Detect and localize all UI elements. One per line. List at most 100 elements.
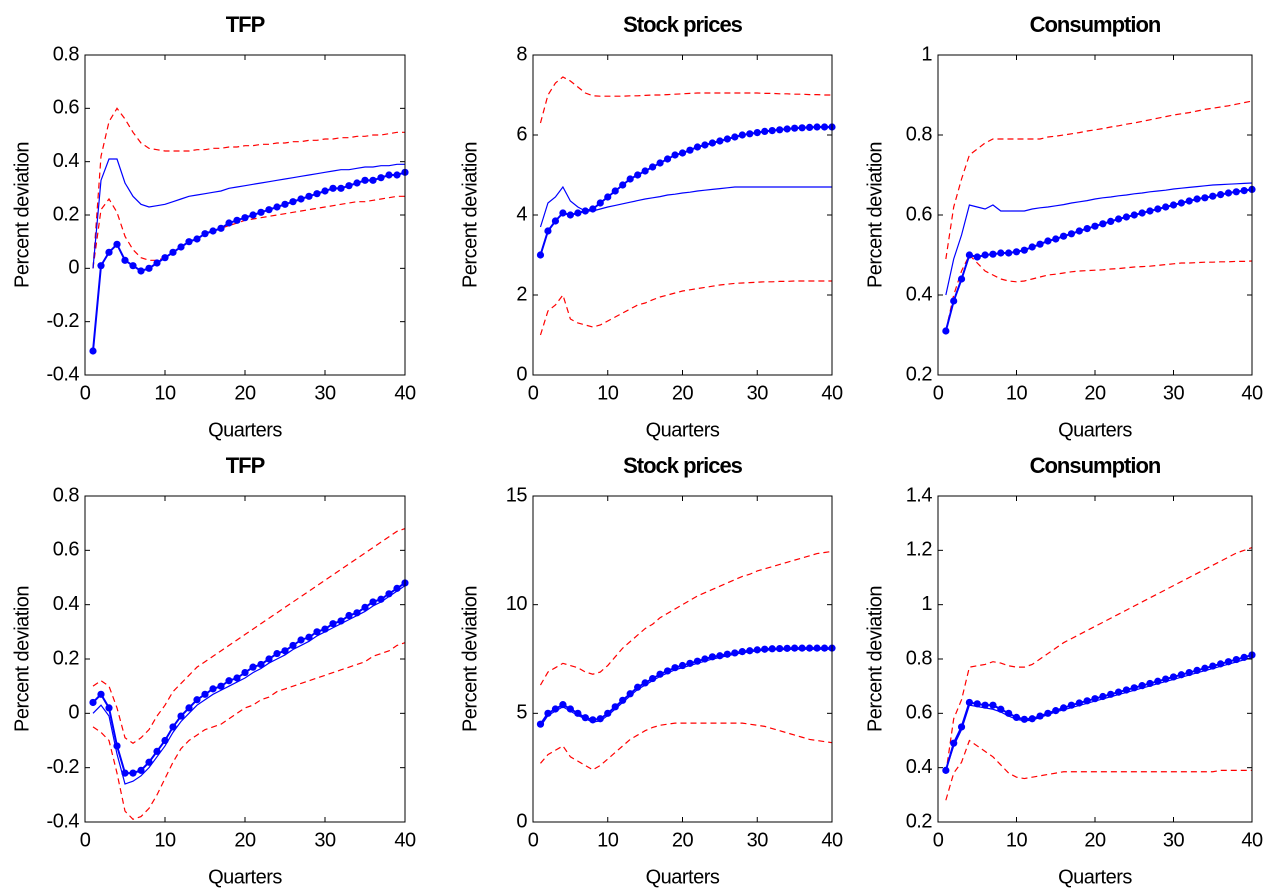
data-point [1232, 188, 1240, 196]
x-tick-label: 20 [1084, 829, 1106, 851]
data-point [265, 655, 273, 663]
chart-title: TFP [226, 12, 265, 37]
data-point [1052, 707, 1060, 715]
x-tick-label: 40 [1241, 382, 1263, 404]
data-point [566, 211, 574, 219]
chart-title: Stock prices [623, 12, 743, 37]
x-tick-label: 40 [394, 829, 416, 851]
data-point [574, 709, 582, 717]
data-point [321, 187, 329, 195]
y-tick-label: 0.6 [53, 539, 80, 561]
data-point [581, 714, 589, 722]
data-point [957, 275, 966, 283]
data-point [551, 705, 560, 713]
data-point [805, 644, 814, 652]
response-line [945, 656, 1253, 771]
data-point [1217, 660, 1225, 668]
data-point [273, 649, 281, 658]
data-point [611, 187, 619, 195]
x-tick-label: 0 [80, 829, 91, 851]
response-line [92, 582, 406, 775]
data-point [791, 124, 799, 132]
data-point [1240, 653, 1248, 661]
data-point [768, 645, 776, 653]
response-line [944, 188, 1253, 332]
data-point [746, 647, 754, 655]
data-point [813, 123, 821, 131]
data-point [619, 696, 627, 704]
data-point [185, 238, 193, 246]
data-point [241, 668, 249, 677]
x-tick-label: 10 [597, 829, 619, 851]
data-point [566, 705, 574, 713]
data-point [1028, 243, 1036, 251]
data-point [257, 660, 265, 669]
x-tick-label: 30 [1163, 382, 1185, 404]
x-tick-label: 10 [154, 829, 176, 851]
data-point [1114, 688, 1123, 696]
plot-area [533, 496, 832, 822]
data-point [1044, 237, 1052, 245]
data-point [1122, 213, 1130, 221]
data-point [1130, 684, 1138, 692]
data-point [820, 123, 829, 131]
data-point [634, 171, 642, 179]
y-tick-label: 0.2 [906, 363, 933, 385]
x-tick-label: 40 [1241, 829, 1263, 851]
data-point [716, 652, 724, 660]
data-point [377, 595, 385, 603]
data-point [329, 184, 337, 192]
data-point [731, 133, 739, 141]
x-tick-label: 40 [394, 382, 416, 404]
data-point [345, 182, 353, 190]
response-line [92, 158, 405, 269]
data-point [313, 628, 321, 636]
data-point [1138, 682, 1146, 690]
data-point [1067, 701, 1076, 709]
response-line [944, 653, 1253, 771]
data-point [1185, 668, 1193, 677]
data-point [105, 704, 113, 712]
y-tick-label: 0.6 [906, 702, 933, 724]
confidence-band [92, 107, 405, 269]
data-point [1232, 655, 1240, 664]
data-point [768, 127, 776, 135]
response-line [945, 182, 1253, 296]
data-point [105, 248, 113, 256]
y-tick-label: 1 [921, 593, 932, 615]
x-tick-label: 30 [1163, 829, 1185, 851]
data-point [1012, 713, 1021, 722]
data-point [281, 647, 289, 655]
y-tick-label: 10 [506, 593, 528, 615]
y-tick-label: 0.8 [53, 43, 80, 65]
x-tick-label: 20 [672, 829, 694, 851]
x-axis-label: Quarters [646, 866, 720, 888]
confidence-band [92, 195, 405, 269]
y-tick-label: 1 [921, 43, 932, 65]
data-point [1224, 658, 1233, 666]
plot-area [85, 496, 405, 822]
data-point [353, 179, 361, 187]
data-point [193, 235, 201, 243]
data-point [761, 127, 769, 135]
x-axis-label: Quarters [1058, 419, 1132, 441]
data-point [1201, 664, 1209, 672]
data-point [942, 327, 950, 335]
data-point [559, 209, 567, 217]
data-point [113, 240, 121, 248]
y-tick-label: 1.4 [906, 484, 933, 506]
data-point [1044, 709, 1052, 717]
data-point [1067, 230, 1076, 238]
chart-title: Consumption [1030, 453, 1161, 478]
data-point [233, 674, 241, 682]
data-point [1107, 217, 1115, 225]
response-line [539, 647, 832, 725]
data-point [1107, 690, 1115, 698]
confidence-band [540, 722, 833, 771]
data-point [950, 739, 958, 747]
data-point [746, 130, 754, 138]
data-point [1005, 249, 1013, 257]
data-point [950, 297, 958, 305]
data-point [385, 590, 393, 598]
